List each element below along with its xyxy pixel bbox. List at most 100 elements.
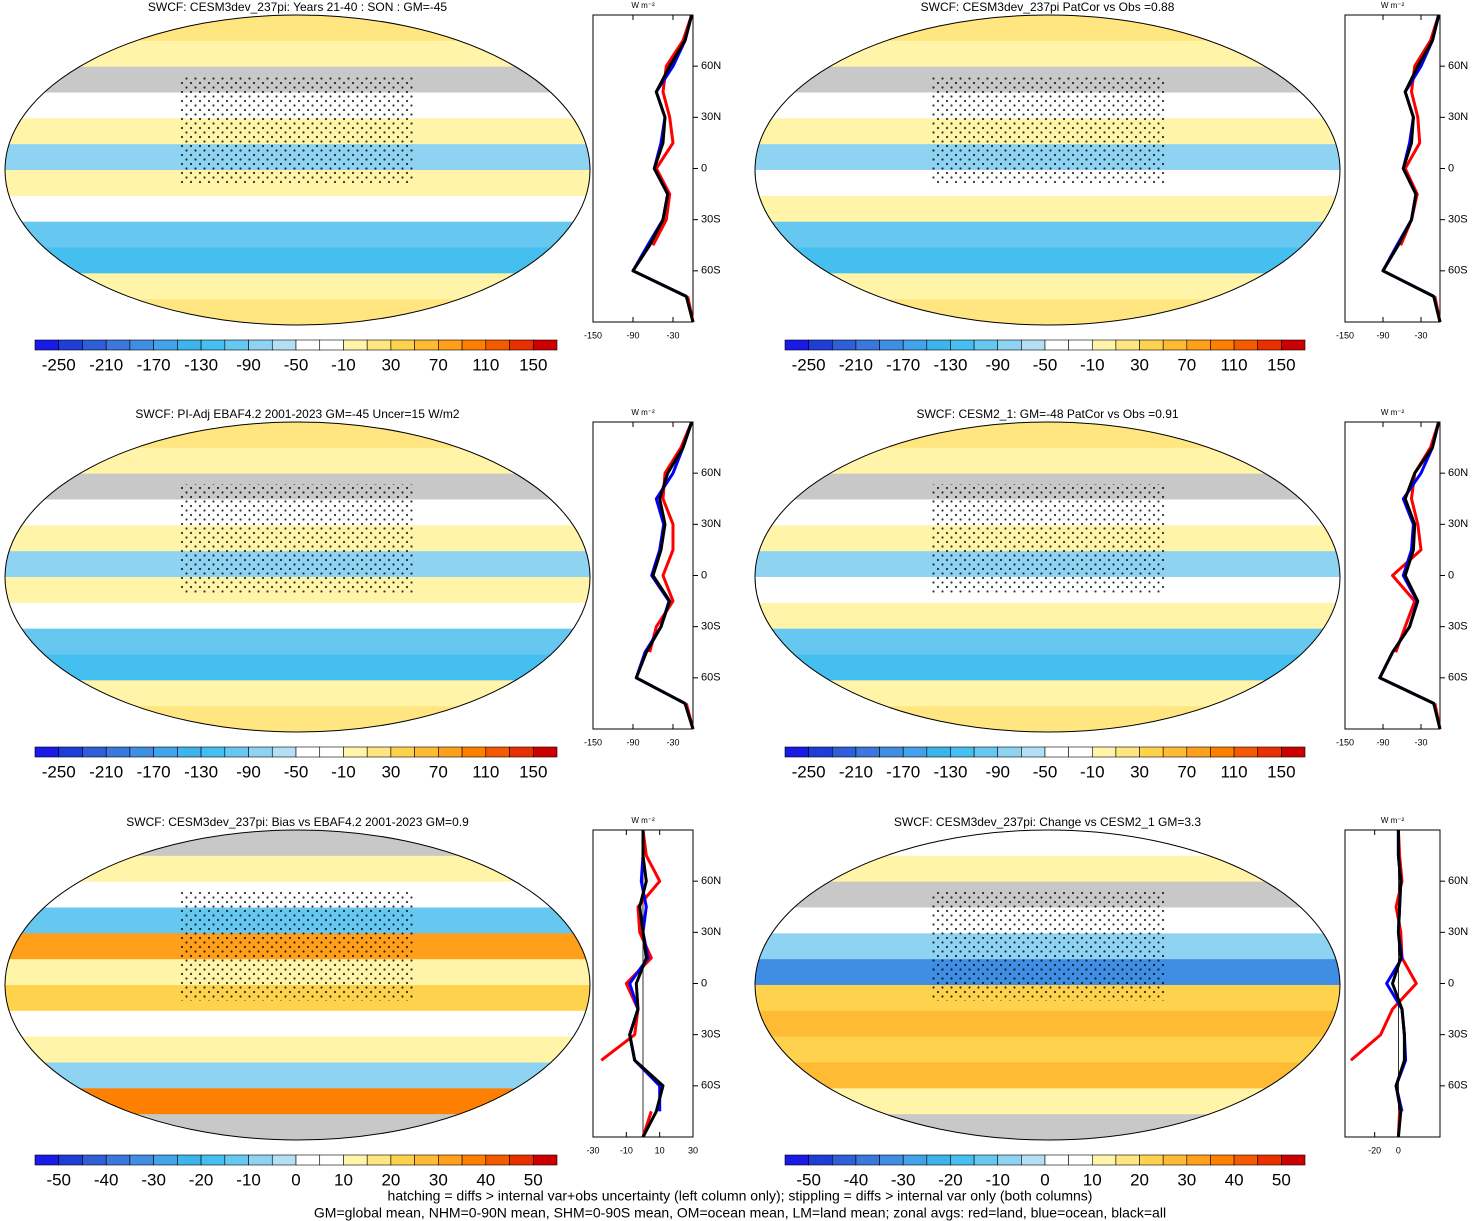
colorbar-label: 0 [1040, 1170, 1049, 1189]
colorbar-box [390, 1154, 415, 1166]
colorbar-label: 70 [1177, 355, 1196, 374]
colorbar-box [1162, 339, 1188, 351]
colorbar-label: 70 [429, 355, 448, 374]
map-band [755, 654, 1340, 682]
map-band [5, 628, 590, 656]
stippling [930, 484, 1165, 593]
map-band [755, 830, 1340, 857]
colorbar-box [1257, 746, 1282, 758]
zonal-line [1378, 421, 1442, 730]
colorbar-label: -130 [184, 355, 218, 374]
colorbar-label: -10 [1080, 355, 1105, 374]
colorbar-box [1021, 339, 1046, 351]
colorbar-box [926, 339, 951, 351]
colorbar-box [879, 1154, 904, 1166]
colorbar-box [1233, 1154, 1259, 1166]
colorbar-label: 30 [1130, 762, 1149, 781]
colorbar-box [1210, 1154, 1235, 1166]
colorbar-box [319, 1154, 344, 1166]
axis-unit: W m⁻² [1381, 1, 1405, 10]
y-tick-label: 30N [1448, 111, 1468, 123]
colorbar-label: -250 [792, 355, 826, 374]
colorbar-box [1257, 1154, 1282, 1166]
map [755, 15, 1340, 325]
colorbar-box [808, 746, 833, 758]
map-outline [754, 829, 1341, 1141]
colorbar-box [1186, 1154, 1211, 1166]
y-tick-label: 30N [1448, 518, 1468, 530]
colorbar-label: -10 [985, 1170, 1010, 1189]
map-outline [4, 829, 591, 1141]
y-tick-label: 60S [1448, 1080, 1468, 1092]
map-band [5, 654, 590, 682]
x-tick-label: -150 [584, 330, 602, 340]
colorbar-label: -50 [1033, 355, 1058, 374]
colorbar-box [950, 746, 975, 758]
colorbar-box [1044, 746, 1069, 758]
colorbar-box [82, 339, 107, 351]
colorbar-label: -10 [236, 1170, 261, 1189]
map-band [5, 1114, 590, 1140]
colorbar-box [1068, 1154, 1093, 1166]
colorbar-label: -210 [89, 762, 123, 781]
colorbar-box [1186, 746, 1211, 758]
colorbar-label: -250 [792, 762, 826, 781]
zonal-line [1349, 829, 1418, 1138]
colorbar-box [248, 339, 273, 351]
x-tick-label: -30 [1414, 330, 1427, 340]
x-tick-label: -20 [1368, 1145, 1381, 1155]
colorbar-box [532, 746, 558, 758]
x-tick-label: -150 [584, 737, 602, 747]
map-outline [4, 421, 591, 733]
y-tick-label: 30S [1448, 621, 1468, 633]
colorbar-label: 30 [429, 1170, 448, 1189]
x-tick-label: 10 [655, 1145, 665, 1155]
map-outline [4, 14, 591, 326]
map-band [5, 195, 590, 223]
map-band [755, 1036, 1340, 1064]
colorbar-box [784, 339, 809, 351]
stippling [180, 892, 415, 1001]
colorbar-label: -90 [236, 355, 261, 374]
colorbar-label: -130 [184, 762, 218, 781]
colorbar-label: -170 [886, 355, 920, 374]
map-band [755, 1114, 1340, 1140]
colorbar-box [461, 1154, 487, 1166]
colorbar-box [224, 339, 249, 351]
y-tick-label: 60N [701, 60, 721, 72]
colorbar-label: 30 [381, 762, 400, 781]
colorbar-box [34, 746, 60, 758]
y-tick-label: 60N [1448, 875, 1468, 887]
colorbar-box [784, 746, 809, 758]
y-tick-label: 30N [701, 518, 721, 530]
colorbar-box [343, 1154, 368, 1166]
map [5, 15, 590, 325]
colorbar-label: 30 [381, 355, 400, 374]
colorbar-box [926, 1154, 951, 1166]
colorbar-box [1139, 339, 1164, 351]
y-tick-label: 30S [701, 1029, 721, 1041]
y-tick-label: 30N [1448, 926, 1468, 938]
colorbar-box [366, 746, 392, 758]
colorbar-label: -170 [137, 355, 171, 374]
colorbar-box [1162, 746, 1188, 758]
colorbar-box [1068, 746, 1093, 758]
colorbar-label: -50 [284, 355, 309, 374]
map-band [5, 273, 590, 301]
colorbar-label: 150 [1267, 762, 1295, 781]
map-band [5, 830, 590, 857]
y-tick-label: 30S [1448, 214, 1468, 226]
map-band [755, 628, 1340, 656]
map-title: SWCF: CESM2_1: GM=-48 PatCor vs Obs =0.9… [916, 407, 1178, 421]
colorbar-box [414, 746, 439, 758]
colorbar-box [509, 746, 534, 758]
colorbar-box [1068, 339, 1093, 351]
axis-unit: W m⁻² [631, 1, 655, 10]
colorbar-label: -20 [938, 1170, 963, 1189]
colorbar-box [831, 1154, 857, 1166]
colorbar-box [1115, 339, 1140, 351]
colorbar-label: 150 [1267, 355, 1295, 374]
map-band [5, 15, 590, 42]
axis-unit: W m⁻² [631, 816, 655, 825]
